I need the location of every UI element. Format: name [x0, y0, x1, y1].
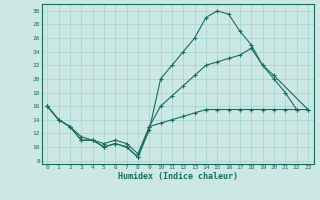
- X-axis label: Humidex (Indice chaleur): Humidex (Indice chaleur): [118, 172, 237, 181]
